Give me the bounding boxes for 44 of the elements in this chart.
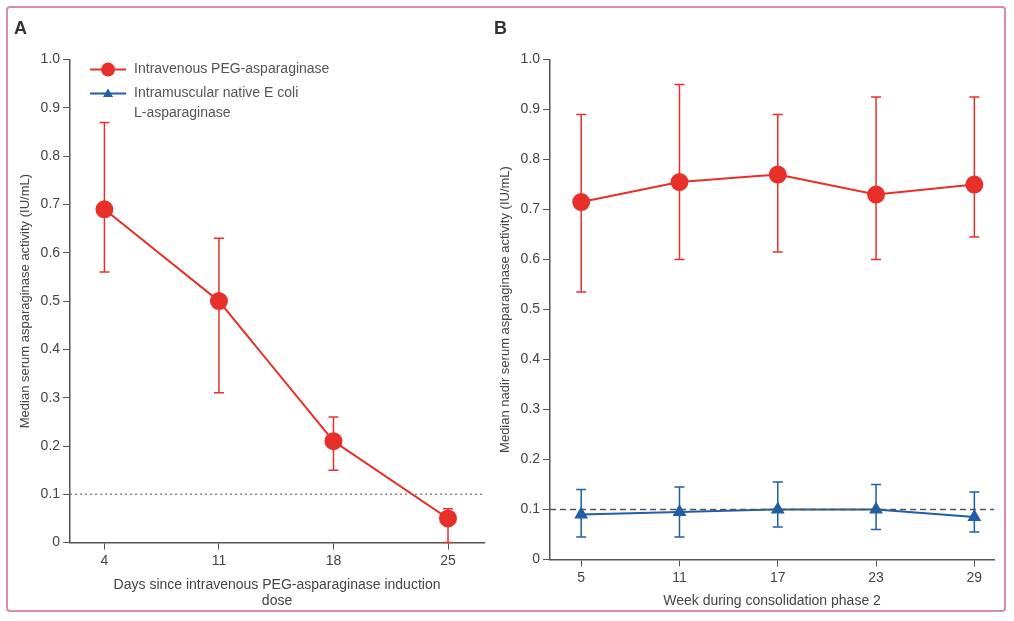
y-tick-label: 0.8: [520, 150, 541, 167]
y-tick-label: 0.9: [40, 98, 61, 115]
y-tick-label: 0.6: [520, 250, 541, 267]
legend-label: Intramuscular native E coli L-asparaginase: [134, 84, 299, 121]
y-tick-label: 0.7: [40, 195, 61, 212]
x-tick-label: 29: [966, 568, 983, 585]
x-tick-label: 11: [211, 551, 227, 568]
point: [670, 173, 689, 192]
x-axis-title: Days since intravenous PEG-asparaginase induction dose: [113, 575, 441, 609]
y-tick-label: 0: [532, 550, 541, 567]
y-tick-label: 0.1: [40, 485, 61, 502]
y-tick-label: 0.5: [520, 300, 541, 317]
legend-label: Intravenous PEG-asparaginase: [134, 60, 330, 77]
y-tick-label: 0.8: [40, 147, 61, 164]
point: [965, 175, 984, 194]
y-tick-label: 0.3: [40, 388, 61, 405]
point: [968, 509, 981, 521]
x-axis-title: Week during consolidation phase 2: [663, 592, 882, 609]
y-tick-label: 0.2: [40, 436, 61, 453]
x-tick-label: 18: [325, 551, 342, 568]
y-tick-label: 0.9: [520, 100, 541, 117]
y-tick-label: 0.2: [520, 450, 541, 467]
point: [324, 432, 343, 451]
x-tick-label: 17: [769, 568, 786, 585]
x-tick-label: 23: [868, 568, 885, 585]
chart-title: A: [14, 17, 27, 38]
x-tick-label: 4: [100, 551, 109, 568]
y-tick-label: 0.7: [520, 200, 541, 217]
y-axis-title: Median nadir serum asparaginase activity (IU/mL): [497, 166, 513, 453]
y-axis-title: Median serum asparaginase activity (IU/mL): [17, 173, 33, 429]
y-tick-label: 0.1: [520, 500, 541, 517]
point: [95, 200, 114, 219]
y-tick-label: 0: [52, 533, 61, 550]
y-tick-label: 0.3: [520, 400, 541, 417]
y-tick-label: 0.5: [40, 291, 61, 308]
y-tick-label: 0.4: [40, 340, 61, 357]
y-tick-label: 1.0: [520, 50, 541, 67]
y-tick-label: 0.6: [40, 243, 61, 260]
y-tick-label: 1.0: [40, 50, 61, 67]
chart-title: B: [494, 17, 507, 38]
x-tick-label: 5: [577, 568, 586, 585]
y-tick-label: 0.4: [520, 350, 541, 367]
x-tick-label: 25: [440, 551, 456, 568]
x-tick-label: 11: [672, 568, 687, 585]
